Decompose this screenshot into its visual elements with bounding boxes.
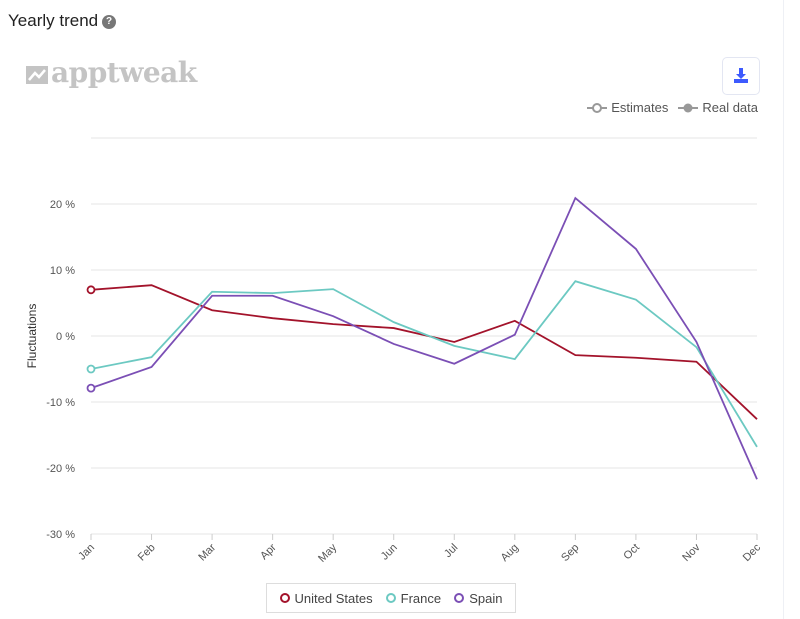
logo-text: apptweak: [51, 56, 197, 89]
x-tick-label: Dec: [741, 541, 764, 564]
x-tick-label: Nov: [680, 541, 703, 564]
x-tick-label: Jun: [379, 542, 400, 563]
series-legend: United States France Spain: [266, 583, 516, 613]
help-icon[interactable]: ?: [102, 15, 117, 29]
x-tick-label: Aug: [499, 542, 521, 564]
x-tick-label: May: [316, 541, 340, 565]
chart-title: Yearly trend?: [8, 11, 117, 31]
panel-divider: [783, 0, 784, 619]
legend-item[interactable]: United States: [279, 590, 373, 606]
legend-label: France: [400, 590, 442, 606]
x-tick-label: Jul: [442, 542, 460, 560]
title-text: Yearly trend: [8, 11, 99, 30]
legend-label: United States: [294, 590, 373, 606]
legend-marker-icon: [385, 593, 396, 603]
y-tick-label: -10 %: [46, 397, 75, 409]
x-tick-label: Feb: [136, 542, 158, 564]
real-data-label: Real data: [702, 100, 758, 115]
estimate-point[interactable]: [86, 383, 96, 393]
x-tick-label: Sep: [559, 542, 581, 564]
y-tick-label: 0 %: [56, 331, 75, 343]
estimate-point[interactable]: [86, 364, 96, 374]
y-tick-label: -20 %: [46, 463, 75, 475]
x-tick-label: Jan: [76, 542, 97, 563]
estimates-marker-icon: [587, 102, 608, 113]
legend-item[interactable]: France: [385, 590, 442, 606]
legend-estimates[interactable]: Estimates: [587, 100, 668, 115]
legend-marker-icon: [279, 593, 290, 603]
real-data-marker-icon: [678, 103, 699, 112]
x-tick-label: Oct: [621, 542, 642, 563]
download-icon: [734, 68, 748, 83]
logo-chart-icon: [26, 66, 48, 84]
estimates-label: Estimates: [611, 100, 669, 115]
y-tick-label: 20 %: [50, 199, 75, 211]
series-line-france[interactable]: [90, 280, 758, 448]
estimate-point[interactable]: [86, 285, 96, 295]
legend-marker-icon: [454, 593, 465, 603]
data-type-legend: Estimates Real data: [587, 100, 758, 115]
series-line-united-states[interactable]: [90, 284, 758, 420]
legend-real-data[interactable]: Real data: [678, 100, 758, 115]
x-tick-label: Apr: [258, 541, 279, 562]
download-button[interactable]: [722, 57, 760, 95]
series-line-spain[interactable]: [90, 196, 758, 480]
legend-item[interactable]: Spain: [454, 591, 502, 606]
x-tick-label: Mar: [196, 541, 218, 563]
y-tick-label: 10 %: [50, 265, 75, 277]
legend-label: Spain: [469, 590, 503, 606]
apptweak-logo: apptweak: [26, 56, 197, 89]
y-tick-label: -30 %: [46, 529, 75, 541]
y-axis-label: Fluctuations: [25, 304, 39, 369]
